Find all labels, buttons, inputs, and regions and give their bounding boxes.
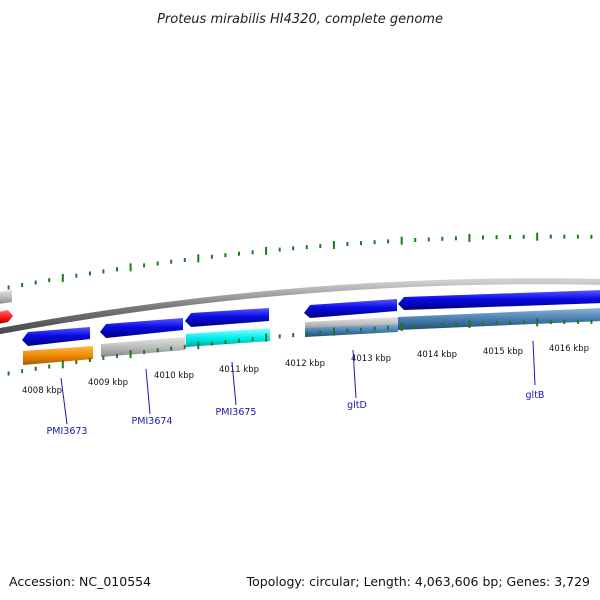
scale-label: 4014 kbp xyxy=(417,350,457,360)
scale-label: 4015 kbp xyxy=(483,347,523,357)
scale-labels: 4008 kbp 4009 kbp 4010 kbp 4011 kbp 4012… xyxy=(22,344,589,396)
feature-orange-block xyxy=(23,346,93,365)
label-line-PMI3675 xyxy=(231,361,237,406)
feature-blue-PMI3675 xyxy=(185,308,269,327)
gene-label-PMI3674[interactable]: PMI3674 xyxy=(132,416,173,427)
feature-blue-gltD xyxy=(304,299,397,318)
gene-label-PMI3675[interactable]: PMI3675 xyxy=(216,407,257,418)
label-line-gltD xyxy=(352,349,357,399)
gene-label-gltB[interactable]: gltB xyxy=(526,390,545,401)
scale-label: 4009 kbp xyxy=(88,378,128,388)
outer-dashed-track xyxy=(7,232,593,290)
genome-backbone xyxy=(0,278,600,335)
scale-label: 4013 kbp xyxy=(351,354,391,364)
gene-label-gltD[interactable]: gltD xyxy=(347,400,367,411)
accession-text: Accession: NC_010554 xyxy=(9,574,151,589)
feature-red-partial xyxy=(0,310,13,324)
feature-gray-partial xyxy=(0,290,12,304)
feature-blue-PMI3673 xyxy=(22,327,90,346)
feature-cyan-block xyxy=(186,328,270,347)
feature-gray-block xyxy=(101,337,185,357)
scale-dashed-track xyxy=(7,318,593,376)
scale-label: 4011 kbp xyxy=(219,365,259,375)
scale-label: 4012 kbp xyxy=(285,359,325,369)
gene-label-PMI3673[interactable]: PMI3673 xyxy=(47,426,88,437)
map-title: Proteus mirabilis HI4320, complete genom… xyxy=(157,12,443,27)
feature-steel-block-2 xyxy=(398,308,600,330)
feature-blue-gltB xyxy=(398,290,600,310)
label-line-gltB xyxy=(532,340,536,386)
label-line-PMI3673 xyxy=(60,377,68,425)
gene-label-lines xyxy=(60,340,536,425)
label-line-PMI3674 xyxy=(145,368,151,415)
topology-summary-text: Topology: circular; Length: 4,063,606 bp… xyxy=(246,574,590,589)
scale-label: 4010 kbp xyxy=(154,371,194,381)
feature-blue-PMI3674 xyxy=(100,318,183,338)
scale-label: 4008 kbp xyxy=(22,386,62,396)
scale-label: 4016 kbp xyxy=(549,344,589,354)
